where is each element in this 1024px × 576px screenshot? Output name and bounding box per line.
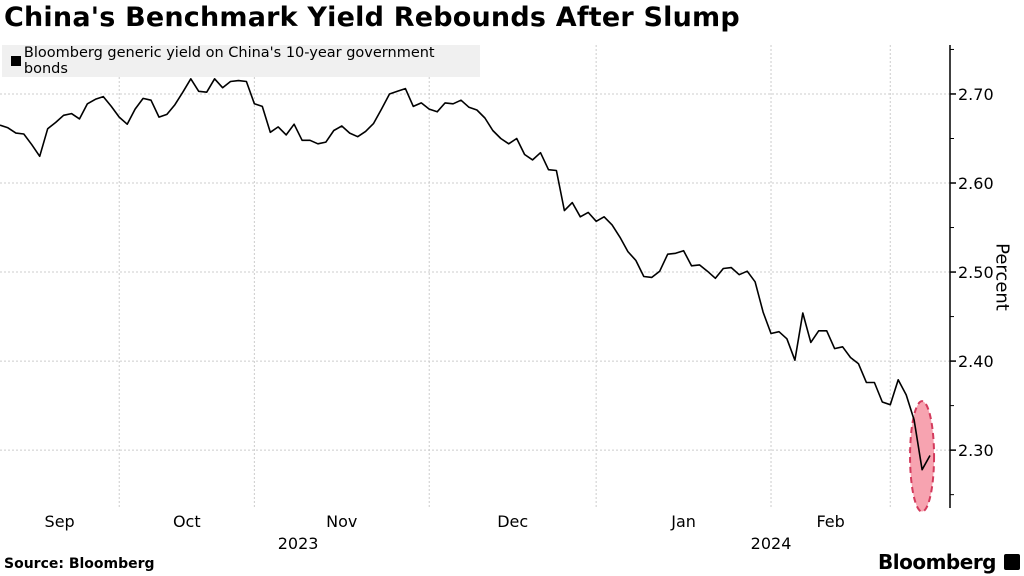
- y-tick-label: 2.50: [958, 263, 994, 282]
- y-tick-label: 2.30: [958, 441, 994, 460]
- x-tick-label: Nov: [326, 512, 357, 531]
- source-note: Source: Bloomberg: [4, 556, 155, 572]
- legend: Bloomberg generic yield on China's 10-ye…: [2, 45, 480, 77]
- legend-swatch: [11, 56, 21, 66]
- x-year-label: 2023: [278, 534, 319, 553]
- x-tick-label: Sep: [45, 512, 75, 531]
- bloomberg-logo: Bloomberg: [878, 550, 996, 574]
- x-year-label: 2024: [751, 534, 792, 553]
- legend-label: Bloomberg generic yield on China's 10-ye…: [23, 45, 435, 77]
- yield-line: [0, 78, 931, 471]
- y-tick-label: 2.70: [958, 85, 994, 104]
- x-tick-label: Dec: [497, 512, 528, 531]
- x-tick-label: Feb: [816, 512, 844, 531]
- y-tick-label: 2.40: [958, 352, 994, 371]
- x-tick-label: Oct: [173, 512, 201, 531]
- chart-title: China's Benchmark Yield Rebounds After S…: [4, 2, 740, 33]
- x-tick-label: Jan: [670, 512, 696, 531]
- bloomberg-terminal-icon: [1004, 554, 1020, 570]
- y-tick-label: 2.60: [958, 174, 994, 193]
